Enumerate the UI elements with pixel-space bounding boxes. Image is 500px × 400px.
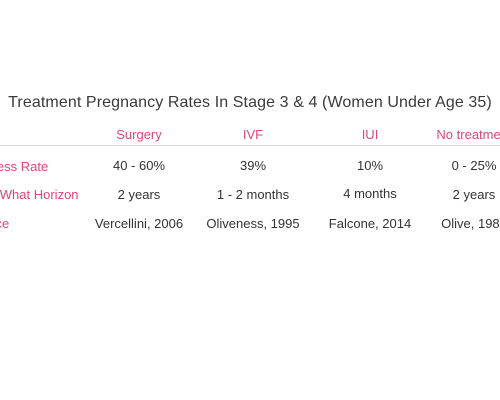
row-label-horizon: Over What Horizon xyxy=(0,187,79,202)
table-cell: 40 - 60% xyxy=(112,158,166,173)
table-cell: 39% xyxy=(239,158,267,173)
table-cell: 10% xyxy=(356,158,384,173)
table-cell: 2 years xyxy=(452,187,496,202)
column-header-ivf: IVF xyxy=(242,127,264,142)
table-cell: 0 - 25% xyxy=(451,158,497,173)
header-divider xyxy=(0,145,500,146)
table-cell: Olive, 1985 xyxy=(441,216,500,231)
table-cell: Oliveness, 1995 xyxy=(206,216,300,231)
table-cell: 1 - 2 months xyxy=(216,187,290,202)
page-title: Treatment Pregnancy Rates In Stage 3 & 4… xyxy=(8,94,492,111)
row-label-success-rate: Success Rate xyxy=(0,159,49,174)
column-header-no-treatment: No treatment xyxy=(436,127,500,142)
table-cell: Falcone, 2014 xyxy=(328,216,412,231)
table-cell: 2 years xyxy=(117,187,161,202)
column-header-surgery: Surgery xyxy=(116,127,162,142)
table-cell: 4 months xyxy=(343,186,397,201)
row-label-source: Source xyxy=(0,216,10,231)
table-cell: Vercellini, 2006 xyxy=(94,216,184,231)
column-header-iui: IUI xyxy=(361,127,379,142)
